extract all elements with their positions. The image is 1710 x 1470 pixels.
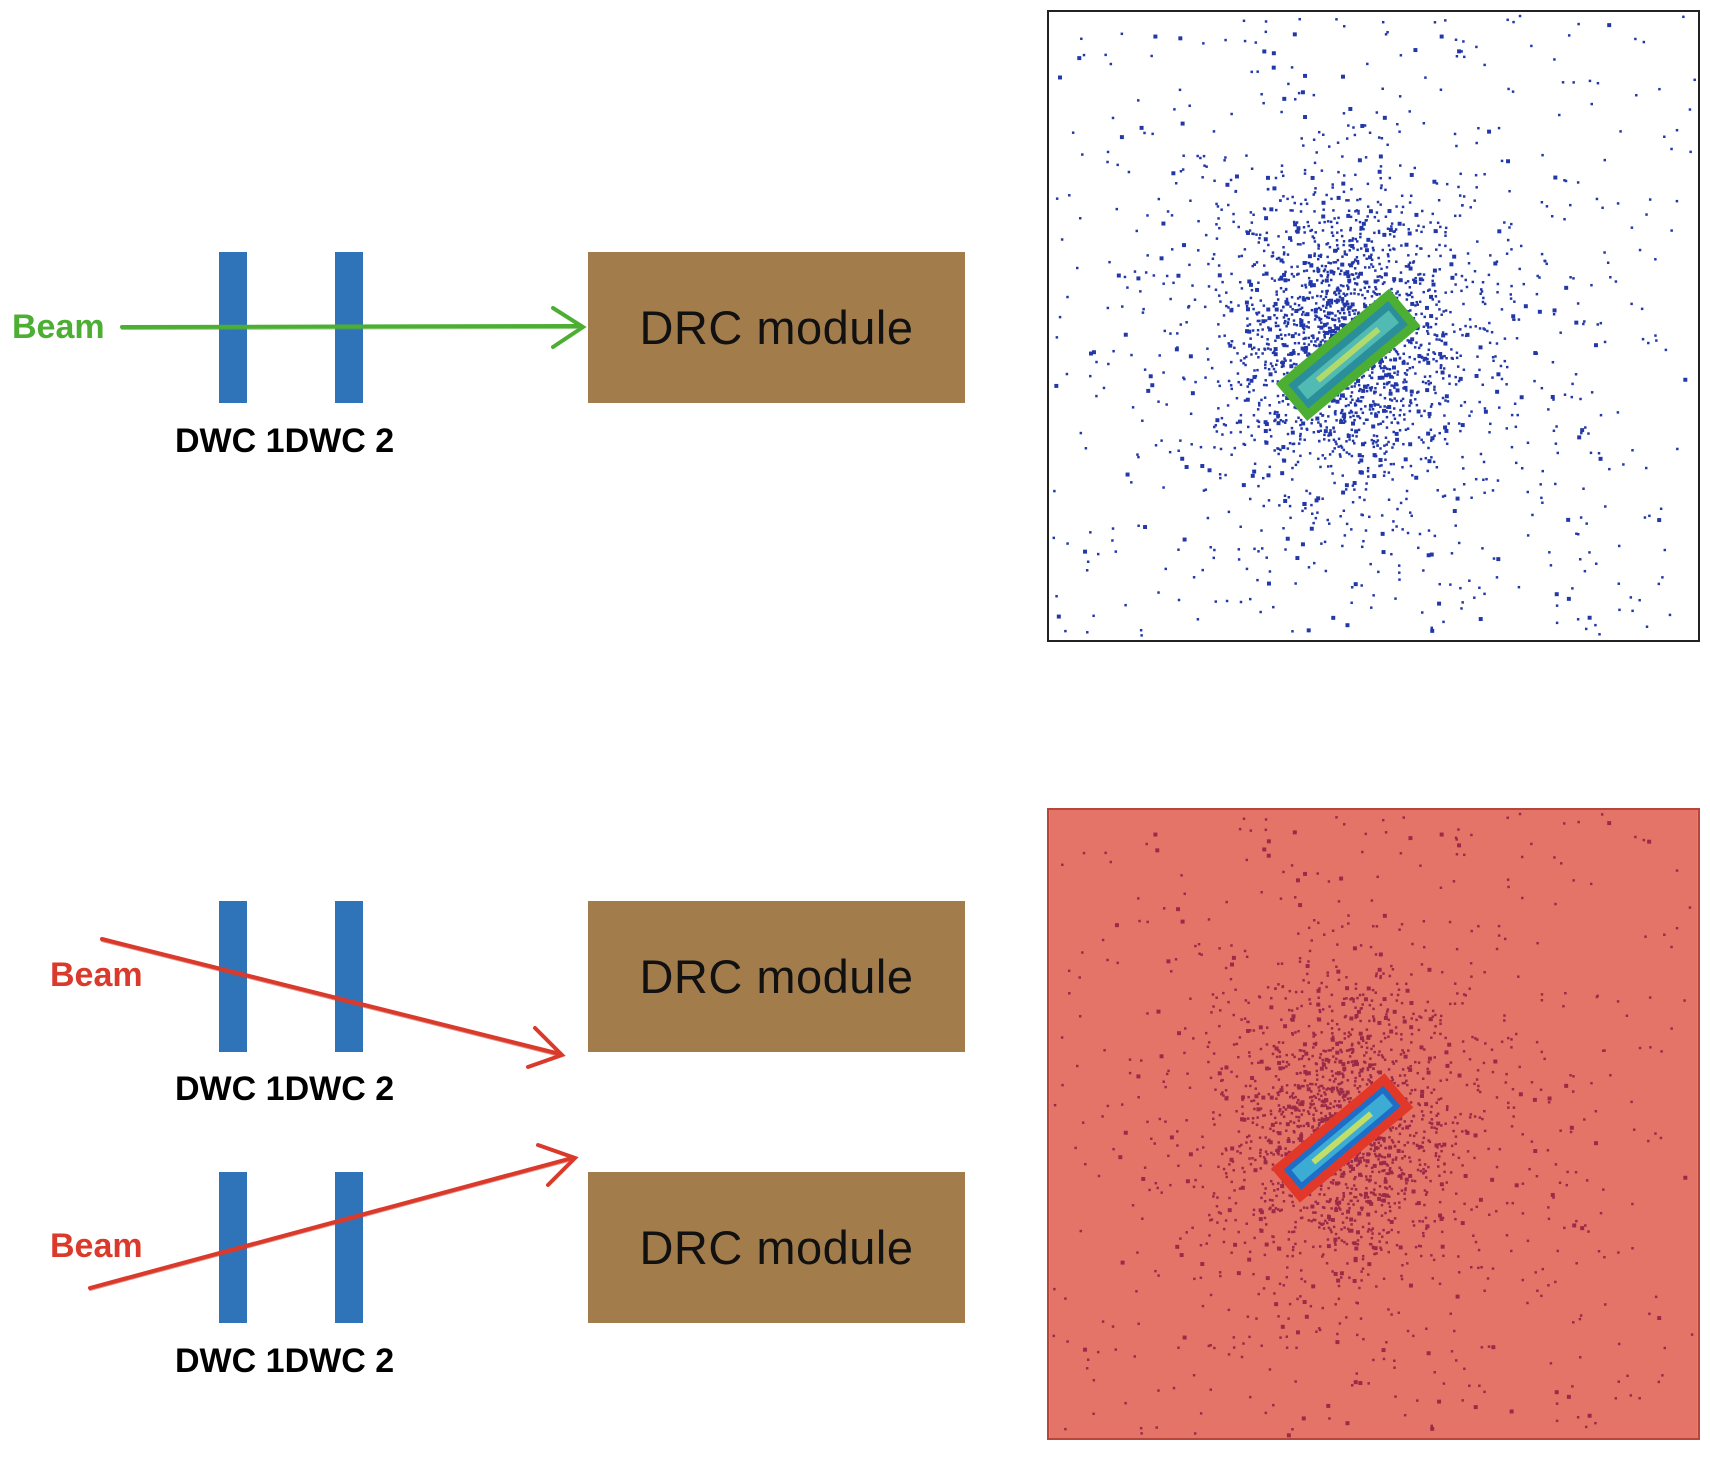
dwc-labels-bottom2: DWC 1DWC 2 [175, 1342, 394, 1381]
dwc2-bar-bottom1 [335, 901, 363, 1052]
dwc2-label: DWC 2 [284, 1342, 395, 1380]
drc-module-label: DRC module [639, 950, 914, 1003]
dwc-labels-top: DWC 1DWC 2 [175, 422, 394, 461]
hitmap-bad [1047, 808, 1700, 1440]
beam-arrow-good [120, 306, 587, 349]
beam-label-bad-2: Beam [50, 1227, 143, 1265]
dwc2-bar-bottom2 [335, 1172, 363, 1323]
hitmap-bad-core [1271, 1073, 1414, 1203]
drc-module-top: DRC module [588, 252, 965, 403]
hitmap-good-canvas [1049, 12, 1698, 640]
hitmap-bad-canvas [1049, 810, 1698, 1438]
dwc1-label: DWC 1 [175, 1342, 285, 1380]
hitmap-good-core [1275, 288, 1421, 422]
drc-module-label: DRC module [639, 1221, 914, 1274]
beam-arrow-bad-2 [88, 1143, 579, 1291]
hitmap-good [1047, 10, 1700, 642]
hitmap-good-points [1052, 14, 1696, 637]
beam-label-good: Beam [12, 308, 105, 346]
beam-label-bad-1: Beam [50, 956, 143, 994]
drc-module-bottom2: DRC module [588, 1172, 965, 1323]
dwc1-label: DWC 1 [175, 422, 285, 460]
dwc-labels-bottom1: DWC 1DWC 2 [175, 1070, 394, 1109]
drc-module-label: DRC module [639, 301, 914, 354]
dwc1-label: DWC 1 [175, 1070, 285, 1108]
drc-module-bottom1: DRC module [588, 901, 965, 1052]
beam-arrow-bad-1 [100, 937, 566, 1069]
dwc2-label: DWC 2 [284, 1070, 395, 1108]
dwc2-label: DWC 2 [284, 422, 395, 460]
